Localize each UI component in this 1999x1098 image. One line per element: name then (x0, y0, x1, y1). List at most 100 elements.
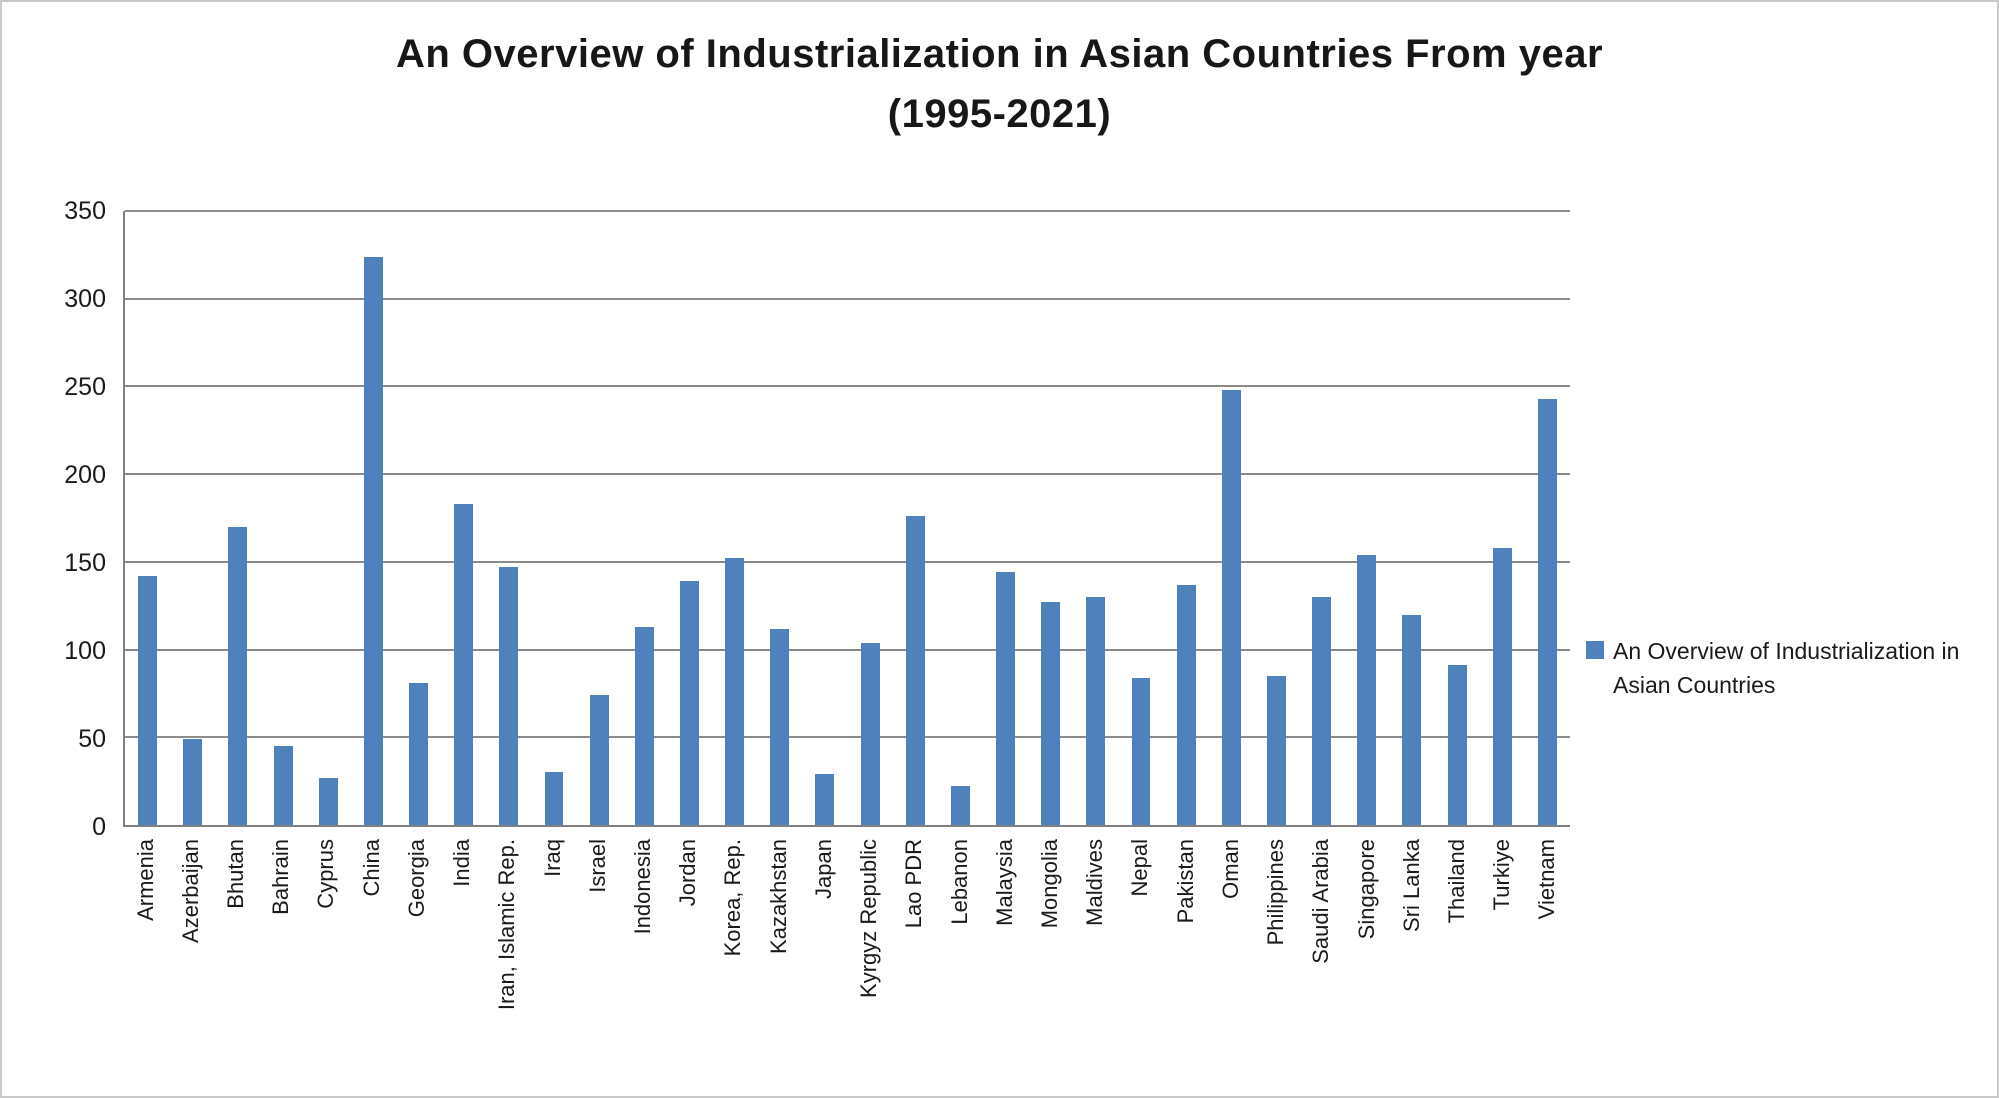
x-axis-category-label: Thailand (1443, 839, 1469, 924)
bar-slot (983, 211, 1028, 825)
bar-slot (396, 211, 441, 825)
x-label-slot: China (349, 839, 394, 1091)
x-axis-category-label: Georgia (403, 839, 429, 918)
x-axis-category-label: Lao PDR (901, 839, 927, 929)
bar-iran-islamic-rep (499, 567, 519, 825)
bar-slot (260, 211, 305, 825)
legend-label: An Overview of Industrialization in Asia… (1613, 638, 1960, 698)
x-axis-category-label: India (449, 839, 475, 887)
x-label-slot: Cyprus (304, 839, 349, 1091)
bar-lao-pdr (905, 516, 925, 825)
y-axis-tick-label: 0 (92, 813, 106, 841)
y-axis-tick-label: 350 (64, 197, 106, 225)
x-axis-category-label: Lebanon (946, 839, 972, 925)
x-label-slot: Iraq (530, 839, 575, 1091)
x-label-slot: Pakistan (1163, 839, 1208, 1091)
bar-vietnam (1537, 398, 1557, 825)
x-label-slot: Kyrgyz Republic (847, 839, 892, 1091)
bar-cyprus (318, 777, 338, 825)
x-label-slot: Thailand (1434, 839, 1479, 1091)
bar-mongolia (1041, 602, 1061, 825)
x-label-slot: Malaysia (982, 839, 1027, 1091)
bar-series (125, 211, 1570, 825)
gridline-150 (125, 560, 1570, 563)
bar-slot (667, 211, 712, 825)
x-label-slot: Bhutan (213, 839, 258, 1091)
x-label-slot: Azerbaijan (168, 839, 213, 1091)
y-axis-tick-label: 50 (78, 725, 106, 754)
x-axis-category-label: Vietnam (1534, 839, 1560, 920)
bar-turkiye (1492, 547, 1512, 825)
gridline-300 (125, 297, 1570, 300)
bar-slot (1525, 211, 1570, 825)
x-label-slot: Indonesia (620, 839, 665, 1091)
bar-slot (170, 211, 215, 825)
x-label-slot: Bahrain (259, 839, 304, 1091)
legend: An Overview of Industrialization in Asia… (1586, 634, 1990, 702)
x-label-slot: Turkiye (1480, 839, 1525, 1091)
x-label-slot: Philippines (1253, 839, 1298, 1091)
bar-china (363, 256, 383, 825)
bar-slot (441, 211, 486, 825)
gridline-50 (125, 736, 1570, 739)
x-axis-category-label: Philippines (1263, 839, 1289, 946)
y-axis-tick-label: 100 (64, 637, 106, 666)
x-axis-category-label: Kyrgyz Republic (856, 839, 882, 998)
bar-korea-rep (725, 558, 745, 825)
chart-title: An Overview of Industrialization in Asia… (2, 24, 1997, 144)
gridline-250 (125, 385, 1570, 388)
chart-title-line1: An Overview of Industrialization in Asia… (395, 32, 1604, 76)
x-axis-category-label: Maldives (1082, 839, 1108, 926)
x-axis-category-label: Iran, Islamic Rep. (494, 839, 520, 1011)
bar-slot (1389, 211, 1434, 825)
bar-slot (712, 211, 757, 825)
bar-slot (848, 211, 893, 825)
x-label-slot: Maldives (1073, 839, 1118, 1091)
bar-bahrain (273, 746, 293, 825)
x-label-slot: Kazakhstan (756, 839, 801, 1091)
bar-slot (1344, 211, 1389, 825)
plot-area (123, 210, 1570, 827)
bar-japan (815, 774, 835, 825)
bar-pakistan (1176, 584, 1196, 825)
x-axis-category-label: Korea, Rep. (720, 839, 746, 957)
bar-slot (1118, 211, 1163, 825)
x-axis: Armenia Azerbaijan Bhutan Bahrain Cyprus Chin… (123, 839, 1570, 1091)
x-label-slot: Jordan (666, 839, 711, 1091)
bar-lebanon (950, 786, 970, 825)
bar-slot (802, 211, 847, 825)
bar-saudi-arabia (1312, 596, 1332, 825)
bar-bhutan (228, 526, 248, 825)
bar-slot (938, 211, 983, 825)
bar-slot (1299, 211, 1344, 825)
x-label-slot: Oman (1208, 839, 1253, 1091)
x-axis-category-label: Cyprus (313, 839, 339, 909)
x-axis-category-label: Pakistan (1172, 839, 1198, 924)
bar-slot (531, 211, 576, 825)
x-axis-category-label: Jordan (675, 839, 701, 907)
x-label-slot: Lebanon (937, 839, 982, 1091)
y-axis-tick-label: 250 (64, 373, 106, 401)
x-axis-category-label: Japan (810, 839, 836, 899)
x-label-slot: Lao PDR (892, 839, 937, 1091)
bar-oman (1221, 389, 1241, 825)
x-label-slot: Saudi Arabia (1299, 839, 1344, 1091)
bar-kyrgyz-republic (860, 642, 880, 825)
bar-slot (351, 211, 396, 825)
bar-nepal (1131, 677, 1151, 825)
bar-slot (1209, 211, 1254, 825)
gridline-200 (125, 473, 1570, 476)
x-label-slot: India (440, 839, 485, 1091)
legend-swatch-icon (1586, 641, 1604, 659)
x-axis-category-label: Indonesia (630, 839, 656, 935)
bar-sri-lanka (1402, 614, 1422, 825)
x-label-slot: Georgia (394, 839, 439, 1091)
x-label-slot: Singapore (1344, 839, 1389, 1091)
x-axis-category-label: Saudi Arabia (1308, 839, 1334, 964)
x-label-slot: Vietnam (1525, 839, 1570, 1091)
bar-maldives (1086, 596, 1106, 825)
bar-indonesia (634, 626, 654, 825)
bar-slot (1254, 211, 1299, 825)
bar-india (454, 503, 474, 825)
